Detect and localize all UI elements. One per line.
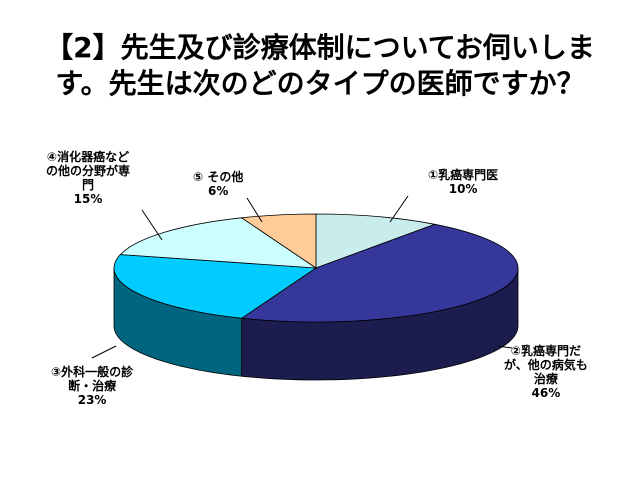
slice-label-1-line-1: ①乳癌専門医 xyxy=(428,168,499,182)
slice-top-5 xyxy=(240,213,317,269)
slice-label-3: ③外科一般の診 断・治療 23% xyxy=(51,365,133,407)
slice-label-5-line-1: ⑤ その他 xyxy=(193,170,244,184)
leader-line-4 xyxy=(141,209,163,241)
slice-label-5: ⑤ その他 6% xyxy=(193,170,243,198)
slice-label-4-line-3: 門 xyxy=(82,178,95,192)
leader-line-1 xyxy=(389,195,409,223)
slice-label-4: ④消化器癌など の他の分野が専門 15% xyxy=(46,150,130,206)
slice-percent-3: 23% xyxy=(77,393,107,407)
slice-percent-1: 10% xyxy=(448,182,478,196)
slice-percent-5: 6% xyxy=(207,184,229,198)
slice-top-3 xyxy=(113,254,318,319)
slice-label-2: ②乳癌専門だ が、他の病気も 治療 46% xyxy=(504,344,588,400)
slice-label-2-line-1: ②乳癌専門だ xyxy=(510,344,581,358)
leader-line-3 xyxy=(91,345,117,359)
slice-label-2-line-2: が、他の病気も xyxy=(504,358,588,372)
slice-label-4-line-2: の他の分野が専 xyxy=(46,164,131,178)
leader-lines xyxy=(91,195,513,359)
leader-line-2 xyxy=(497,345,513,349)
title-line-1: 【2】先生及び診療体制についてお伺いしま xyxy=(45,31,595,64)
slice-percent-2: 46% xyxy=(531,386,561,400)
leader-line-5 xyxy=(246,197,263,223)
slice-label-4-line-1: ④消化器癌など xyxy=(46,150,130,164)
title-line-2: す。先生は次のどのタイプの医師ですか？ xyxy=(55,67,585,100)
pie-tops xyxy=(113,213,519,323)
slice-top-2 xyxy=(240,223,519,323)
slice-top-4 xyxy=(119,217,318,269)
slice-label-3-line-1: ③外科一般の診 xyxy=(51,365,134,379)
slice-percent-4: 15% xyxy=(73,192,103,206)
slice-label-3-line-2: 断・治療 xyxy=(68,379,117,393)
slice-label-1: ①乳癌専門医 10% xyxy=(428,168,498,196)
slice-top-1 xyxy=(315,213,437,269)
slice-label-2-line-3: 治療 xyxy=(533,372,558,386)
chart-title: 【2】先生及び診療体制についてお伺いしま す。先生は次のどのタイプの医師ですか？ xyxy=(0,30,640,102)
